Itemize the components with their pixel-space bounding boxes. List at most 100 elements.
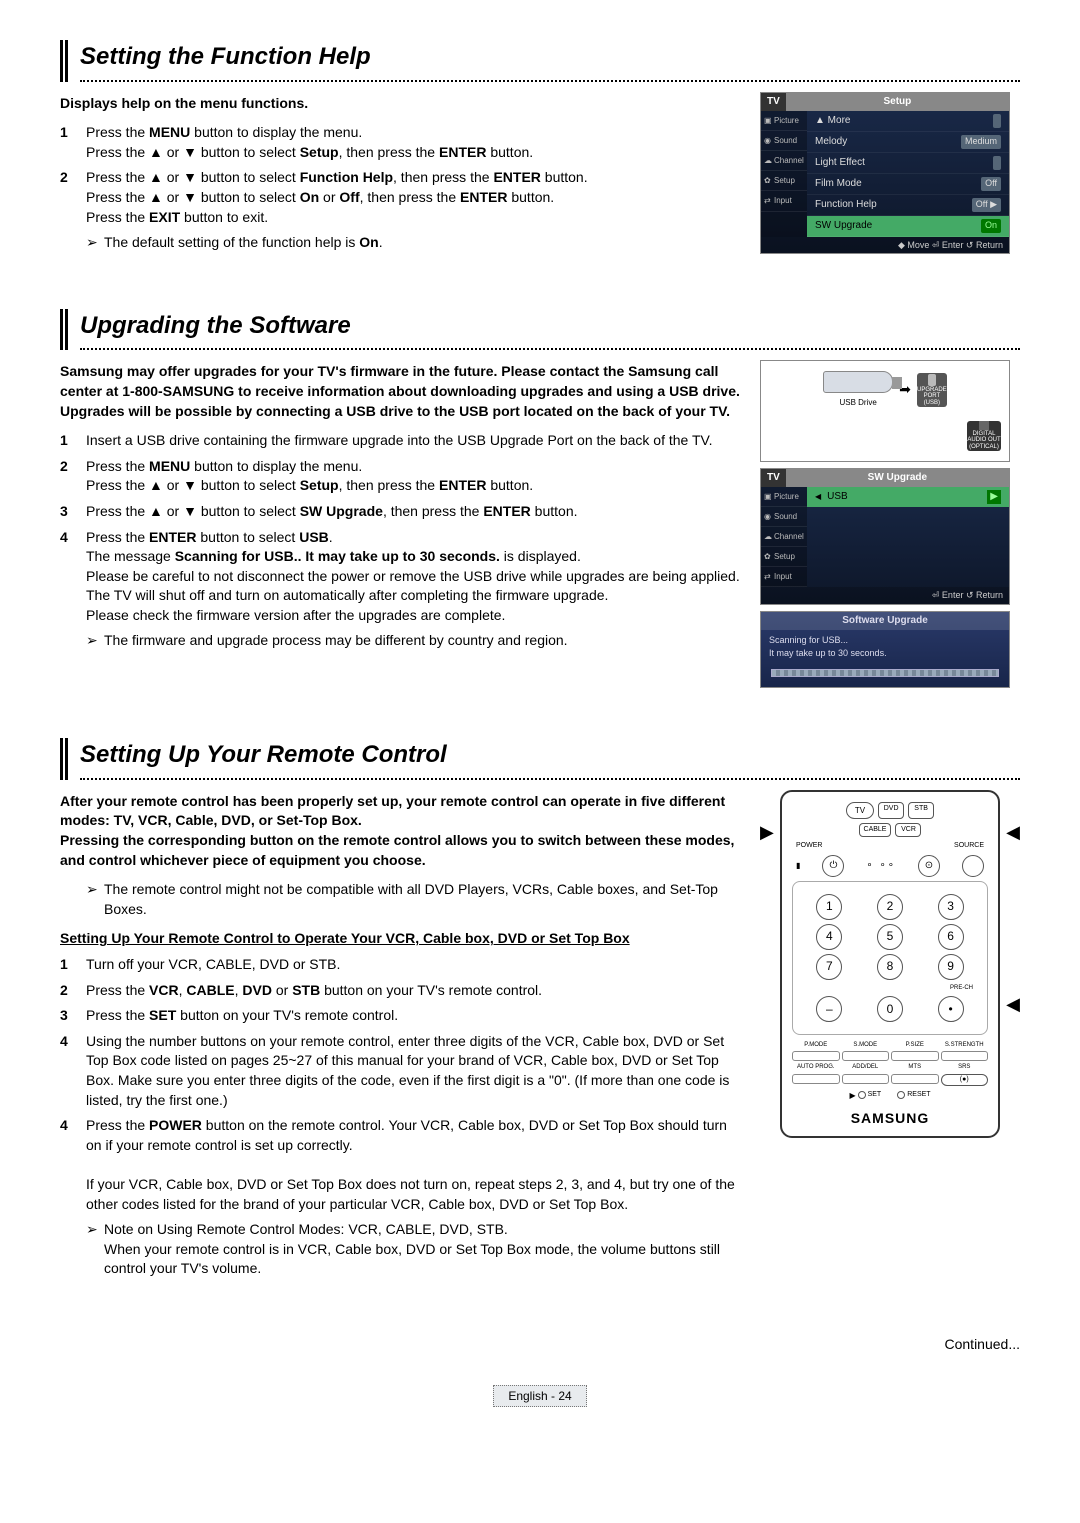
note: ➢ Note on Using Remote Control Modes: VC… (86, 1220, 740, 1279)
power-label: POWER (796, 841, 822, 851)
num-button: 7 (816, 954, 842, 980)
step: 2 Press the VCR, CABLE, DVD or STB butto… (60, 981, 740, 1001)
note-arrow-icon: ➢ (86, 233, 104, 253)
tv-tab: TV (761, 93, 786, 111)
num-button: 2 (877, 894, 903, 920)
subheading: Setting Up Your Remote Control to Operat… (60, 929, 740, 949)
reset-button: RESET (897, 1090, 930, 1100)
num-button: 6 (938, 924, 964, 950)
step: 1 Insert a USB drive containing the firm… (60, 431, 740, 451)
intro-text: Samsung may offer upgrades for your TV's… (60, 362, 740, 421)
upgrade-port-icon: UPGRADE PORT (USB) (917, 373, 947, 407)
step-line: Press the ▲ or ▼ button to select Setup,… (86, 144, 533, 160)
remote-control-figure: TV DVD STB CABLE VCR POWER SOURCE ▮ ⏻ ∘ … (780, 790, 1000, 1139)
round-button (962, 855, 984, 877)
tv-sidebar-item: ▣Picture (761, 111, 807, 131)
note-arrow-icon: ➢ (86, 1220, 104, 1279)
num-button: 4 (816, 924, 842, 950)
usb-drive-icon (823, 371, 893, 393)
step-number: 2 (60, 168, 86, 227)
tv-menu-title: SW Upgrade (786, 469, 1009, 487)
num-button: – (816, 996, 842, 1022)
num-button: 9 (938, 954, 964, 980)
step-number: 1 (60, 123, 86, 162)
note-text: Note on Using Remote Control Modes: VCR,… (104, 1220, 740, 1279)
callout-arrow-icon (760, 820, 774, 845)
mode-button: CABLE (859, 823, 892, 837)
note: ➢ The firmware and upgrade process may b… (86, 631, 740, 651)
indicator-dots: ∘ ∘∘ (866, 859, 896, 873)
usb-port-figure: USB Drive ➡ UPGRADE PORT (USB) DIGITAL A… (760, 360, 1010, 461)
step: 4 Using the number buttons on your remot… (60, 1032, 740, 1110)
section-sw-upgrade: Upgrading the Software Samsung may offer… (60, 309, 1020, 689)
num-button: • (938, 996, 964, 1022)
note-text: The default setting of the function help… (104, 233, 740, 253)
step: 3 Press the ▲ or ▼ button to select SW U… (60, 502, 740, 522)
step-text: Press the ▲ or ▼ button to select SW Upg… (86, 502, 740, 522)
tv-menu-footer: ⏎ Enter ↺ Return (761, 587, 1009, 604)
section-title: Setting the Function Help (80, 40, 1020, 82)
tv-setup-menu-figure: TV Setup ▣Picture ◉Sound ☁Channel ✿Setup… (760, 92, 1010, 255)
step-text: Press the ▲ or ▼ button to select Functi… (86, 168, 740, 227)
tv-sidebar-item: ◉Sound (761, 131, 807, 151)
num-button: 5 (877, 924, 903, 950)
num-button: 1 (816, 894, 842, 920)
progress-line: Scanning for USB... (769, 634, 1001, 647)
intro-text: After your remote control has been prope… (60, 792, 740, 870)
step-text: Press the MENU button to display the men… (86, 457, 740, 496)
note: ➢ The remote control might not be compat… (86, 880, 740, 919)
step-line: Press the ▲ or ▼ button to select Functi… (86, 169, 588, 185)
step-number: 4 (60, 1032, 86, 1110)
step: 4 Press the POWER button on the remote c… (60, 1116, 740, 1214)
section-title: Setting Up Your Remote Control (80, 738, 1020, 780)
mode-button: TV (846, 802, 874, 819)
prech-label: PRE-CH (799, 984, 981, 992)
mode-button: VCR (895, 823, 921, 837)
mode-button: STB (908, 802, 934, 819)
function-button-grid: P.MODE S.MODE P.SIZE S.STRENGTH AUTO PRO… (792, 1041, 988, 1086)
step-text: Press the ENTER button to select USB. Th… (86, 528, 740, 626)
intro-text: Displays help on the menu functions. (60, 94, 740, 114)
step: 1 Press the MENU button to display the m… (60, 123, 740, 162)
step-text: Insert a USB drive containing the firmwa… (86, 431, 740, 451)
callout-arrow-icon (1006, 992, 1020, 1017)
power-button-icon: ⏻ (822, 855, 844, 877)
source-button-icon: ⊙ (918, 855, 940, 877)
section-remote-control: Setting Up Your Remote Control After you… (60, 738, 1020, 1285)
num-button: 0 (877, 996, 903, 1022)
brand-label: SAMSUNG (790, 1109, 990, 1129)
number-pad: 1 2 3 4 5 6 7 8 9 PRE-CH (792, 881, 988, 1035)
note-text: The firmware and upgrade process may be … (104, 631, 740, 651)
step-number: 4 (60, 528, 86, 626)
tv-menu-row: ◀ USB ▶ (807, 487, 1009, 507)
tv-menu-rows: ▲ More MelodyMedium Light Effect Film Mo… (807, 111, 1009, 237)
source-label: SOURCE (954, 841, 984, 851)
step-number: 4 (60, 1116, 86, 1214)
note-arrow-icon: ➢ (86, 880, 104, 919)
usb-drive-label: USB Drive (823, 397, 893, 408)
step: 2 Press the ▲ or ▼ button to select Func… (60, 168, 740, 227)
srs-button: (●) (941, 1074, 989, 1086)
progress-line: It may take up to 30 seconds. (769, 647, 1001, 660)
tv-swupgrade-menu-figure: TV SW Upgrade ▣Picture ◉Sound ☁Channel ✿… (760, 468, 1010, 606)
step-text: Press the MENU button to display the men… (86, 123, 740, 162)
progress-title: Software Upgrade (761, 612, 1009, 630)
optical-port-icon: DIGITAL AUDIO OUT (OPTICAL) (967, 421, 1001, 451)
tv-menu-footer: ◆ Move ⏎ Enter ↺ Return (761, 237, 1009, 254)
num-button: 8 (877, 954, 903, 980)
step-number: 2 (60, 457, 86, 496)
step: 1 Turn off your VCR, CABLE, DVD or STB. (60, 955, 740, 975)
step: 3 Press the SET button on your TV's remo… (60, 1006, 740, 1026)
tv-sidebar: ▣Picture ◉Sound ☁Channel ✿Setup ⇄Input (761, 111, 807, 237)
step-number: 1 (60, 431, 86, 451)
tv-sidebar-item: ⇄Input (761, 191, 807, 211)
mode-button: DVD (878, 802, 904, 819)
step-number: 3 (60, 502, 86, 522)
continued-label: Continued... (60, 1335, 1020, 1355)
section-title: Upgrading the Software (80, 309, 1020, 351)
step-number: 1 (60, 955, 86, 975)
step: 2 Press the MENU button to display the m… (60, 457, 740, 496)
step-number: 3 (60, 1006, 86, 1026)
note-arrow-icon: ➢ (86, 631, 104, 651)
step-line: Press the MENU button to display the men… (86, 124, 362, 140)
